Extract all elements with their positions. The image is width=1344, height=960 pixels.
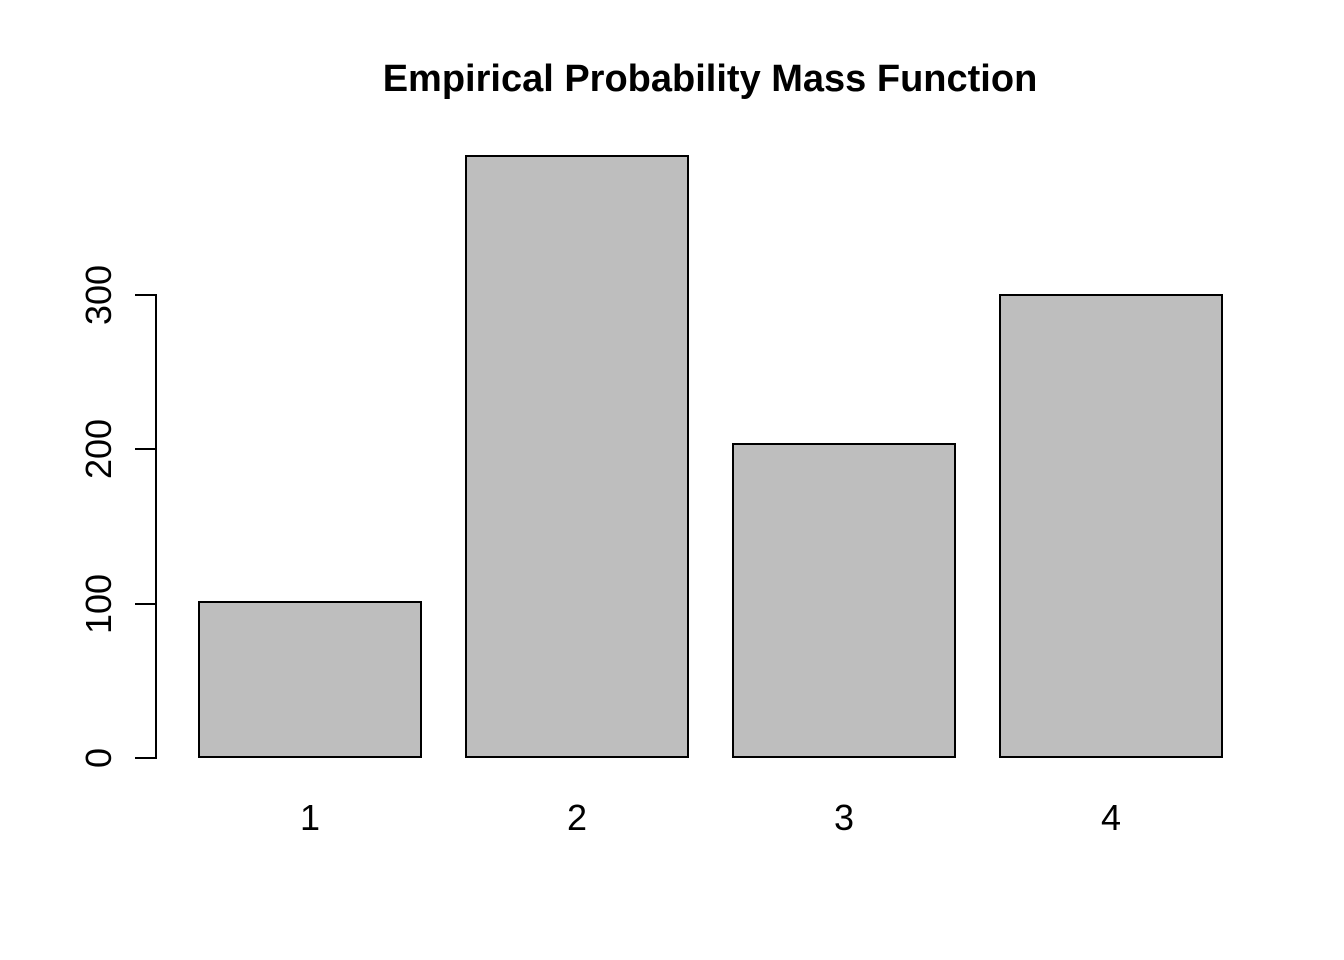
- bar-category-1: [198, 601, 422, 758]
- y-axis-tick-label: 100: [78, 573, 119, 634]
- bar-category-3: [732, 443, 956, 758]
- y-axis-tick: [135, 448, 157, 451]
- x-axis-tick-label: 4: [1100, 797, 1122, 838]
- y-axis-tick: [135, 602, 157, 605]
- y-axis-tick: [135, 757, 157, 759]
- x-axis-tick-label: 1: [299, 797, 321, 838]
- y-axis-tick-label: 200: [78, 419, 119, 480]
- y-axis-line: [155, 294, 157, 759]
- y-axis-tick: [135, 294, 157, 297]
- bar-category-4: [999, 294, 1223, 758]
- x-axis-tick-label: 2: [566, 797, 588, 838]
- chart-title: Empirical Probability Mass Function: [382, 58, 1038, 100]
- y-axis-tick-label: 0: [78, 747, 119, 769]
- x-axis-tick-label: 3: [833, 797, 855, 838]
- y-axis-tick-label: 300: [78, 265, 119, 326]
- bar-category-2: [465, 155, 689, 758]
